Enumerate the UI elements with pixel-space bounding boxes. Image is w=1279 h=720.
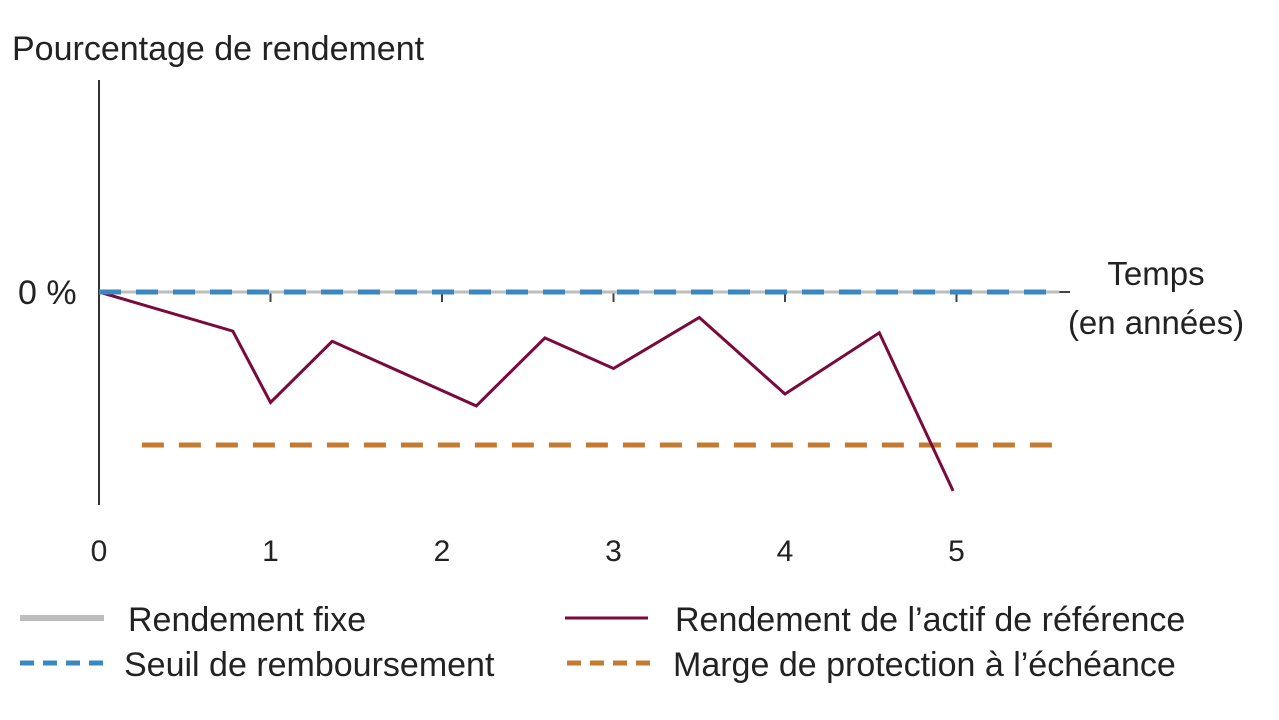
legend-label: Rendement fixe — [128, 601, 366, 639]
legend-item-maturity-protection: Marge de protection à l’échéance — [567, 646, 1176, 684]
series-layer — [98, 289, 1060, 492]
y-zero-label: 0 % — [18, 274, 77, 312]
x-axis-title-line2: (en années) — [1068, 304, 1244, 341]
legend-label: Rendement de l’actif de référence — [675, 601, 1185, 639]
legend-item-repayment-threshold: Seuil de remboursement — [20, 646, 495, 684]
legend: Rendement fixe Rendement de l’actif de ré… — [20, 601, 1185, 684]
x-tick-label: 2 — [434, 535, 451, 568]
x-tick-label: 5 — [948, 535, 965, 568]
x-ticks: 0 1 2 3 4 5 — [91, 292, 965, 568]
x-tick-label: 1 — [262, 535, 279, 568]
x-tick-label: 3 — [605, 535, 622, 568]
legend-label: Marge de protection à l’échéance — [673, 646, 1176, 684]
legend-item-fixed-return: Rendement fixe — [20, 601, 366, 639]
legend-label: Seuil de remboursement — [124, 646, 495, 684]
x-tick-label: 4 — [777, 535, 794, 568]
x-tick-label: 0 — [91, 535, 108, 568]
x-axis-title-line1: Temps — [1107, 255, 1204, 292]
y-axis-title: Pourcentage de rendement — [12, 30, 425, 68]
legend-item-reference-asset: Rendement de l’actif de référence — [565, 601, 1185, 639]
reference-asset-line — [98, 290, 955, 492]
